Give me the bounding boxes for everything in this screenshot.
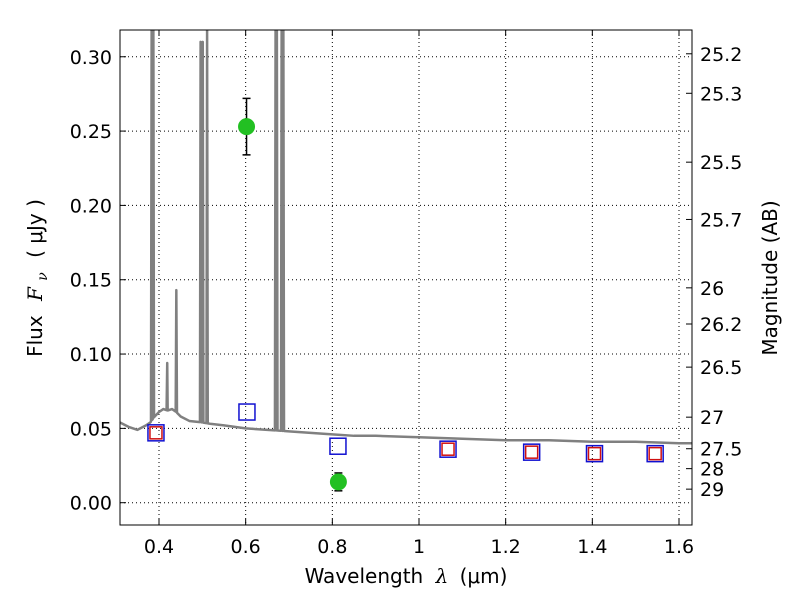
model-blue-marker — [646, 444, 664, 463]
x-tick-label: 1.2 — [491, 536, 521, 558]
model-red-marker — [587, 446, 602, 461]
plot-frame — [119, 29, 693, 526]
model-blue-marker — [147, 424, 165, 442]
model-red-marker — [149, 426, 163, 440]
y2-tick-label: 25.5 — [700, 152, 742, 174]
y-axis-title: Flux F ν ( μJy ) — [23, 199, 52, 357]
y-axis-title-subscript: ν — [35, 272, 51, 281]
y2-axis-title: Magnitude (AB) — [758, 200, 782, 355]
y2-tick-label: 27 — [700, 407, 724, 429]
x-axis-title: Wavelength λ (μm) — [305, 564, 508, 588]
y-tick-label: 0.00 — [70, 493, 112, 515]
y2-tick-label: 25.7 — [700, 209, 742, 231]
model-spectrum-line — [120, 30, 692, 445]
y-tick-label: 0.15 — [70, 270, 112, 292]
x-tick-label: 0.8 — [317, 536, 347, 558]
y-axis-title-unit: ( μJy ) — [23, 199, 47, 258]
x-tick-label: 0.4 — [144, 536, 174, 558]
observed-point — [329, 473, 347, 491]
spectrum-layer — [120, 30, 692, 445]
y2-tick-label: 29 — [700, 479, 724, 501]
ticks: 0.4 0.6 0.8 1 1.2 1.4 1.6 0.00 0.05 0.10 0.15 0.20 0… — [70, 30, 742, 558]
y-tick-label: 0.10 — [70, 344, 112, 366]
x-tick-label: 1.6 — [664, 536, 694, 558]
x-axis-title-unit: (μm) — [460, 564, 508, 588]
y2-tick-label: 26.5 — [700, 357, 742, 379]
y2-tick-label: 26.2 — [700, 314, 742, 336]
model-red-marker — [648, 446, 662, 461]
y-tick-label: 0.25 — [70, 121, 112, 143]
points-layer — [147, 97, 664, 492]
y2-tick-label: 25.3 — [700, 83, 742, 105]
y-tick-label: 0.05 — [70, 418, 112, 440]
x-tick-label: 1.4 — [577, 536, 607, 558]
y2-tick-label: 26 — [700, 278, 724, 300]
x-tick-label: 1 — [413, 536, 425, 558]
model-blue-marker — [439, 440, 457, 458]
y2-tick-label: 28 — [700, 459, 724, 481]
model-blue-marker — [238, 403, 256, 421]
x-axis-title-symbol: λ — [435, 564, 449, 588]
model-red-marker — [441, 442, 455, 456]
model-red-marker — [524, 445, 539, 459]
y2-tick-label: 25.2 — [700, 44, 742, 66]
model-blue-marker — [585, 444, 604, 463]
y2-tick-label: 27.5 — [700, 439, 742, 461]
x-tick-label: 0.6 — [231, 536, 261, 558]
y-axis-title-symbol: F — [23, 286, 47, 302]
y-tick-label: 0.30 — [70, 47, 112, 69]
model-blue-marker — [522, 443, 541, 461]
observed-point — [238, 118, 256, 136]
y-axis-title-prefix: Flux — [23, 315, 47, 357]
x-axis-title-prefix: Wavelength — [305, 564, 424, 588]
y-tick-label: 0.20 — [70, 195, 112, 217]
model-blue-marker — [329, 437, 347, 455]
